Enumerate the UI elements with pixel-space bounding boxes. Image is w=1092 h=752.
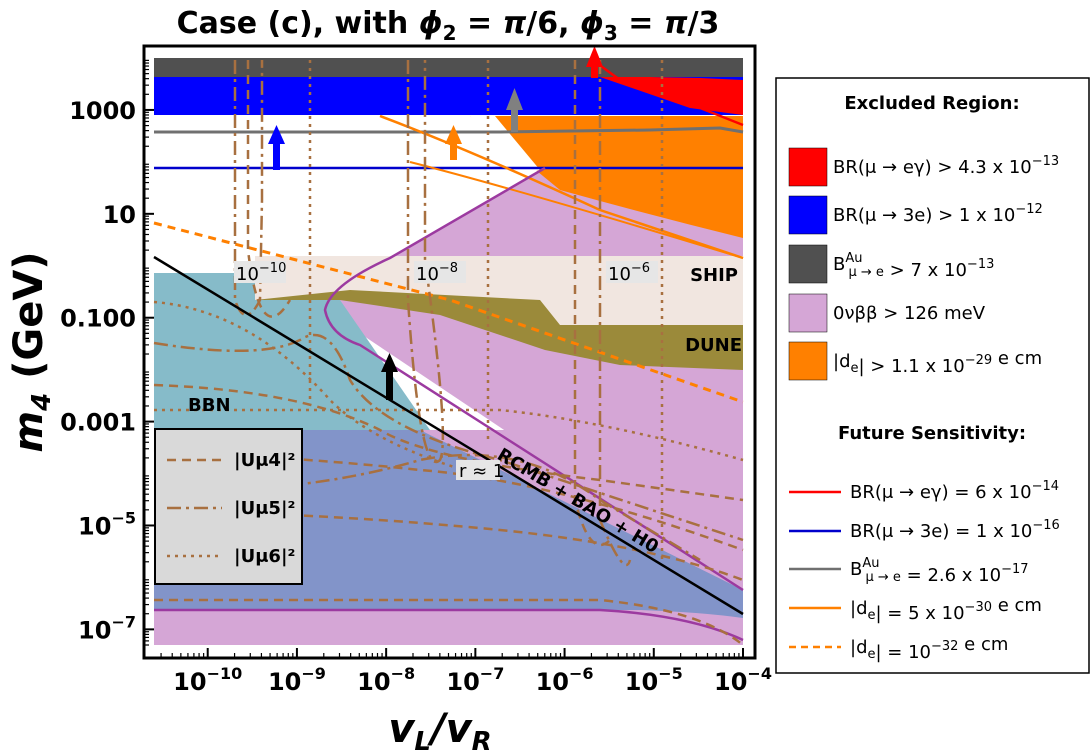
legend-excluded-label-4: |de| > 1.1 x 10−29 e cm bbox=[833, 348, 1042, 377]
contour-dashdot-1 bbox=[153, 333, 744, 542]
contour-label-bg-2 bbox=[606, 261, 658, 283]
arrow-red bbox=[586, 46, 603, 78]
arrows bbox=[268, 46, 603, 400]
y-tick-label-0: 1000 bbox=[69, 97, 136, 125]
y-tick-label-5: 10−7 bbox=[78, 612, 136, 644]
boundary-0vbb-upper bbox=[323, 166, 744, 592]
mixing-legend-label-4: |Uμ4|² bbox=[234, 450, 295, 471]
r-label-bg bbox=[456, 460, 500, 480]
legend-future-header: Future Sensitivity: bbox=[838, 423, 1026, 444]
y-axis-label: m4 (GeV) bbox=[6, 251, 57, 452]
contour-label-2: 10−6 bbox=[608, 261, 650, 285]
arrow-gray bbox=[506, 88, 523, 132]
legend-excluded-label-1: BR(μ → 3e) > 1 x 10−12 bbox=[833, 202, 1043, 226]
y-tick-label-2: 0.100 bbox=[60, 305, 136, 333]
arrow-blue bbox=[268, 125, 285, 170]
boundary-0vbb-lower bbox=[154, 608, 744, 642]
contour-label-0: 10−10 bbox=[236, 261, 286, 285]
contour-vert-6 bbox=[573, 60, 611, 547]
chart-title: Case (c), with ϕ2 = π/6, ϕ3 = π/3 bbox=[177, 6, 720, 45]
x-tick-label-4: 10−6 bbox=[536, 664, 594, 696]
y-tick-label-3: 0.001 bbox=[60, 409, 136, 437]
contour-vert-2 bbox=[246, 60, 292, 318]
mixing-legend-label-5: |Uμ5|² bbox=[234, 498, 295, 519]
legend-box bbox=[775, 77, 1090, 674]
plot-frame bbox=[142, 44, 757, 660]
r-label: r ≈ 1 bbox=[459, 461, 504, 482]
region-dune bbox=[255, 290, 743, 370]
region-edm bbox=[470, 116, 743, 238]
legend-future-label-4: |de| = 10−32 e cm bbox=[850, 634, 1008, 663]
legend-excluded-swatch-2 bbox=[788, 244, 828, 284]
x-tick-label-3: 10−7 bbox=[446, 664, 504, 696]
legend-excluded-label-3: 0νββ > 126 meV bbox=[833, 303, 986, 324]
dune-label: DUNE bbox=[685, 335, 742, 356]
x-axis: 10−10 10−9 10−8 10−7 10−6 10−5 10−4 bbox=[160, 648, 772, 696]
contour-label-bg-1 bbox=[414, 261, 466, 283]
legend-excluded-label-0: BR(μ → eγ) > 4.3 x 10−13 bbox=[833, 154, 1059, 178]
mixing-legend-box bbox=[154, 428, 303, 585]
cmb-line bbox=[153, 255, 744, 616]
line-future-edm-solid-2 bbox=[409, 161, 744, 259]
legend-excluded-header: Excluded Region: bbox=[844, 93, 1019, 114]
contour-vert-1 bbox=[233, 60, 264, 317]
contour-dotted-1 bbox=[153, 300, 501, 482]
region-gray-band bbox=[154, 58, 743, 77]
legend-future-label-2: BAu μ → e = 2.6 x 10−17 bbox=[850, 556, 1029, 586]
legend-future-label-1: BR(μ → 3e) = 1 x 10−16 bbox=[850, 518, 1060, 542]
x-tick-label-6: 10−4 bbox=[714, 664, 772, 696]
x-tick-label-1: 10−9 bbox=[268, 664, 326, 696]
plot-area: 10−10 10−8 10−6 SHIP DUNE BBN r ≈ 1 RCMB +… bbox=[144, 46, 755, 658]
contour-vert-4 bbox=[406, 60, 445, 464]
legend: Excluded Region: Future Sensitivity: BR(… bbox=[775, 77, 1090, 674]
legend-excluded-swatch-1 bbox=[788, 195, 828, 235]
legend-future-label-3: |de| = 5 x 10−30 e cm bbox=[850, 595, 1042, 624]
legend-future-label-0: BR(μ → eγ) = 6 x 10−14 bbox=[850, 479, 1059, 503]
legend-excluded-label-2: BAu μ → e > 7 x 10−13 bbox=[833, 251, 994, 281]
x-tick-label-2: 10−8 bbox=[357, 664, 415, 696]
x-tick-label-0: 10−10 bbox=[173, 664, 242, 696]
line-future-edm-solid-1 bbox=[379, 114, 744, 260]
ship-label: SHIP bbox=[690, 265, 738, 286]
line-future-edm-dashed bbox=[153, 221, 744, 404]
contour-dashed-4 bbox=[154, 598, 744, 646]
bbn-label: BBN bbox=[188, 395, 231, 416]
legend-future-items: BR(μ → eγ) = 6 x 10−14 BR(μ → 3e) = 1 x 1… bbox=[789, 479, 1060, 663]
legend-excluded-swatch-0 bbox=[788, 147, 828, 187]
contour-label-bg-0 bbox=[234, 261, 286, 283]
mixing-legend-label-6: |Uμ6|² bbox=[234, 546, 295, 567]
region-bbn bbox=[154, 273, 430, 430]
y-tick-label-1: 10 bbox=[103, 201, 136, 229]
y-tick-label-4: 10−5 bbox=[78, 508, 136, 540]
arrow-black bbox=[381, 353, 398, 400]
legend-excluded-swatch-4 bbox=[788, 341, 828, 381]
line-future-bau bbox=[154, 126, 744, 134]
contour-dotted-2 bbox=[154, 408, 744, 462]
x-axis-label: vL/vR bbox=[388, 706, 491, 752]
y-axis: 1000 10 0.100 0.001 10−5 10−7 bbox=[60, 59, 154, 646]
contour-vert-7 bbox=[598, 60, 632, 567]
arrow-orange bbox=[445, 125, 462, 160]
contour-labels: 10−10 10−8 10−6 bbox=[234, 261, 658, 285]
line-future-meg bbox=[589, 56, 744, 127]
x-tick-label-5: 10−5 bbox=[625, 664, 683, 696]
contour-label-1: 10−8 bbox=[416, 261, 458, 285]
legend-excluded-items: BR(μ → eγ) > 4.3 x 10−13 BR(μ → 3e) > 1 x… bbox=[788, 147, 1059, 381]
contour-dashed-1 bbox=[153, 383, 744, 502]
legend-excluded-swatch-3 bbox=[788, 293, 828, 333]
mixing-legend: |Uμ4|² |Uμ5|² |Uμ6|² bbox=[154, 428, 303, 585]
